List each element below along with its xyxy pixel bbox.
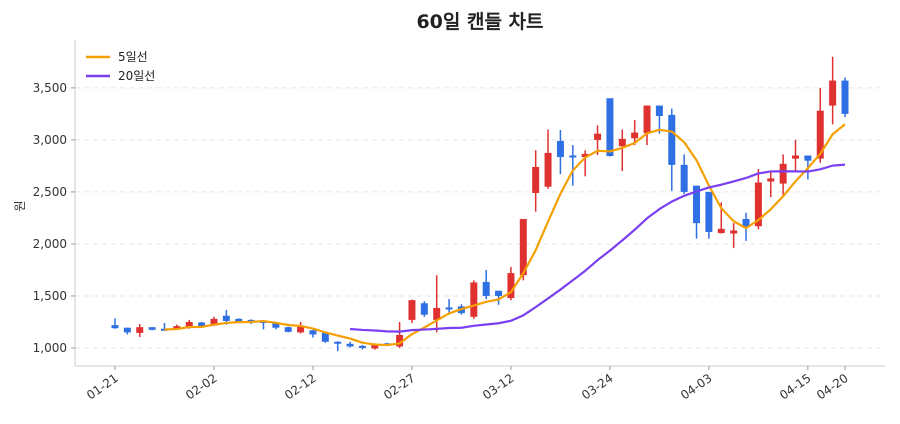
- candle-body: [544, 152, 552, 187]
- candle-body: [693, 185, 701, 224]
- candle-body: [767, 178, 775, 182]
- candle-body: [618, 138, 626, 147]
- legend: 5일선 20일선: [86, 50, 155, 83]
- candle-body: [210, 318, 218, 326]
- y-axis: 1,000 1,500 2,000 2,500 3,000 3,500: [33, 40, 76, 366]
- candle-body: [594, 133, 602, 140]
- candle-body: [358, 345, 366, 348]
- candle-body: [482, 281, 490, 296]
- x-tick-label: 04-03: [678, 371, 715, 402]
- x-axis: 01-21 02-02 02-12 02-27 03-12 03-24 04-03 04-15…: [75, 365, 885, 402]
- y-tick-label: 2,500: [33, 185, 67, 199]
- candle-body: [569, 155, 577, 158]
- candle-body: [754, 182, 762, 227]
- line-ma20: [349, 163, 846, 333]
- candle-body: [556, 140, 564, 158]
- candle-body: [160, 328, 168, 331]
- moving-average-lines: [164, 123, 846, 347]
- candle-body: [445, 307, 453, 310]
- x-tick-label: 04-20: [814, 371, 851, 402]
- candle-body: [148, 327, 156, 330]
- x-tick-label: 02-27: [381, 371, 418, 402]
- candle-body: [272, 323, 280, 328]
- y-tick-label: 3,500: [33, 81, 67, 95]
- candle-body: [717, 228, 725, 234]
- x-tick-label: 02-12: [282, 371, 319, 402]
- candle-body: [581, 153, 589, 158]
- candle-body: [396, 334, 404, 347]
- candle-body: [321, 332, 329, 342]
- candle-body: [470, 282, 478, 317]
- x-tick-label: 01-21: [84, 371, 121, 402]
- legend-label-ma20: 20일선: [118, 69, 155, 83]
- candle-body: [705, 191, 713, 232]
- x-tick-label: 03-24: [579, 371, 616, 402]
- candle-body: [495, 290, 503, 296]
- candle-body: [841, 80, 849, 114]
- legend-label-ma5: 5일선: [118, 50, 148, 64]
- candle-body: [222, 315, 230, 321]
- x-tick-label: 04-15: [777, 371, 814, 402]
- candle-body: [804, 155, 812, 161]
- candle-body: [297, 326, 305, 333]
- line-ma5: [164, 123, 846, 347]
- candle-body: [779, 163, 787, 184]
- x-tick-label: 02-02: [183, 371, 220, 402]
- y-tick-label: 2,000: [33, 237, 67, 251]
- candle-body: [829, 80, 837, 106]
- candle-body: [816, 110, 824, 159]
- candle-body: [235, 318, 243, 322]
- candle-body: [111, 325, 119, 329]
- chart-title: 60일 캔들 차트: [416, 11, 543, 33]
- y-axis-label: 원: [13, 200, 27, 211]
- candle-body: [420, 303, 428, 315]
- candle-body: [680, 164, 688, 192]
- candles: [111, 56, 849, 352]
- candle-body: [433, 307, 441, 320]
- candle-body: [655, 105, 663, 116]
- candle-body: [408, 300, 416, 320]
- candle-body: [606, 98, 614, 157]
- candle-body: [346, 343, 354, 347]
- candle-body: [643, 105, 651, 134]
- candle-body: [136, 327, 144, 333]
- x-tick-label: 03-12: [480, 371, 517, 402]
- y-tick-label: 1,000: [33, 341, 67, 355]
- y-tick-label: 1,500: [33, 289, 67, 303]
- candle-body: [742, 218, 750, 227]
- candle-body: [519, 218, 527, 276]
- candle-body: [730, 230, 738, 234]
- candle-body: [507, 273, 515, 299]
- candle-body: [668, 114, 676, 165]
- candle-body: [334, 341, 342, 344]
- candle-body: [123, 327, 131, 333]
- candle-body: [185, 321, 193, 328]
- gridlines: [75, 87, 885, 349]
- candle-body: [371, 343, 379, 349]
- candle-body: [532, 166, 540, 193]
- candle-body: [792, 155, 800, 159]
- candle-body: [309, 330, 317, 335]
- candle-body: [173, 326, 181, 330]
- candle-body: [284, 327, 292, 332]
- candle-body: [198, 322, 206, 327]
- y-tick-label: 3,000: [33, 133, 67, 147]
- candle-body: [631, 132, 639, 139]
